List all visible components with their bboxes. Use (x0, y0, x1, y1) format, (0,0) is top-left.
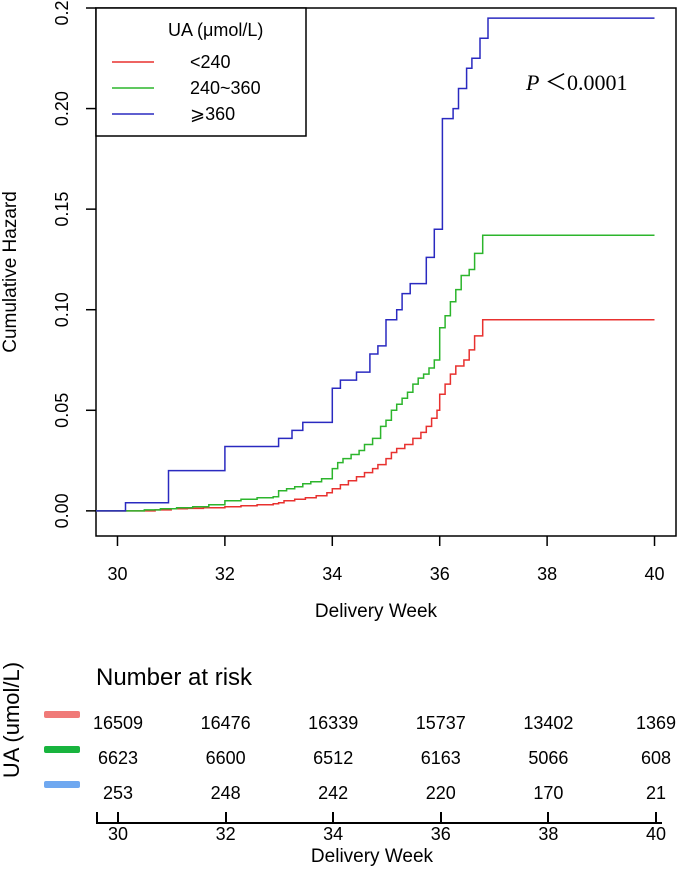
x-tick-label: 30 (107, 564, 127, 584)
x-tick-label: 38 (537, 564, 557, 584)
risk-cell: 6163 (420, 748, 461, 768)
risk-tick-label: 40 (645, 824, 667, 844)
risk-cell: 608 (640, 748, 672, 768)
risk-table-axis-left-tick (96, 812, 98, 824)
risk-cell: 16476 (200, 713, 251, 733)
legend-label-lt240: <240 (190, 52, 231, 72)
risk-cell: 15737 (415, 713, 466, 733)
y-tick-label: 0.25 (52, 0, 72, 26)
risk-cell: 170 (533, 783, 564, 803)
x-axis: 30 32 34 36 38 40 (107, 536, 665, 584)
risk-cell: 21 (645, 783, 667, 803)
risk-cell: 1369 (635, 713, 677, 733)
plot-frame (95, 7, 677, 537)
risk-table-xlabel: Delivery Week (310, 846, 434, 867)
y-axis-label: Cumulative Hazard (0, 191, 21, 353)
risk-tick-label: 38 (538, 824, 559, 844)
series-layer (96, 17, 655, 512)
legend-label-240-360: 240~360 (190, 78, 261, 98)
y-tick-label: 0.00 (52, 493, 72, 528)
y-tick-label: 0.20 (52, 91, 72, 126)
series-line-0 (96, 319, 655, 512)
p-label: P (525, 70, 539, 95)
risk-cell: 248 (210, 783, 241, 803)
risk-tick-label: 30 (107, 824, 129, 844)
x-axis-label: Delivery Week (315, 601, 438, 622)
risk-cell: 13402 (523, 713, 574, 733)
risk-tick-label: 36 (430, 824, 451, 844)
risk-cell: 16339 (308, 713, 359, 733)
y-axis: 0.00 0.05 0.10 0.15 0.20 0.25 (52, 0, 96, 528)
cumulative-hazard-chart: 0.00 0.05 0.10 0.15 0.20 0.25 30 32 34 36 38 40 Cu… (0, 0, 677, 622)
risk-tick-label: 34 (323, 824, 344, 844)
risk-table-axis (96, 822, 662, 824)
y-tick-label: 0.10 (52, 292, 72, 327)
legend-label-ge360: ⩾360 (190, 104, 235, 124)
risk-tick-mark (439, 812, 442, 824)
risk-cell: 253 (102, 783, 134, 803)
risk-tick-mark (117, 812, 119, 824)
risk-cell: 16509 (92, 713, 144, 733)
series-line-2 (96, 17, 655, 512)
p-value: ＜0.0001 (545, 70, 628, 95)
risk-cell: 6512 (313, 748, 354, 768)
y-tick-label: 0.05 (52, 393, 72, 428)
series-line-1 (96, 234, 655, 512)
legend-title: UA (μmol/L) (168, 20, 263, 40)
x-tick-label: 32 (215, 564, 235, 584)
risk-table-title: Number at risk (96, 664, 253, 691)
risk-tick-mark (655, 812, 657, 824)
risk-tick-mark (224, 812, 227, 824)
risk-swatch-lt240 (44, 711, 80, 718)
p-value-annotation: P ＜0.0001 (525, 70, 627, 95)
x-tick-label: 40 (645, 564, 665, 584)
risk-swatch-240-360 (44, 746, 80, 753)
risk-tick-mark (332, 812, 335, 824)
risk-tick-label: 32 (215, 824, 236, 844)
risk-cell: 242 (318, 783, 349, 803)
x-tick-label: 34 (322, 564, 342, 584)
risk-cell: 220 (425, 783, 456, 803)
y-tick-label: 0.15 (52, 192, 72, 227)
risk-cell: 5066 (528, 748, 569, 768)
risk-cell: 6600 (205, 748, 246, 768)
risk-swatch-ge360 (44, 781, 80, 788)
x-tick-label: 36 (430, 564, 450, 584)
legend: UA (μmol/L) <240 240~360 ⩾360 (95, 7, 307, 137)
risk-cell: 6623 (97, 748, 139, 768)
risk-table-ylabel: UA (umol/L) (0, 661, 24, 779)
risk-tick-mark (547, 812, 550, 824)
